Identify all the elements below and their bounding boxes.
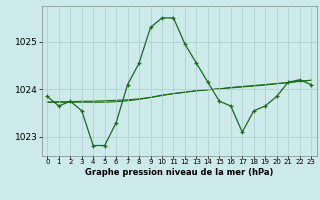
X-axis label: Graphe pression niveau de la mer (hPa): Graphe pression niveau de la mer (hPa): [85, 168, 273, 177]
